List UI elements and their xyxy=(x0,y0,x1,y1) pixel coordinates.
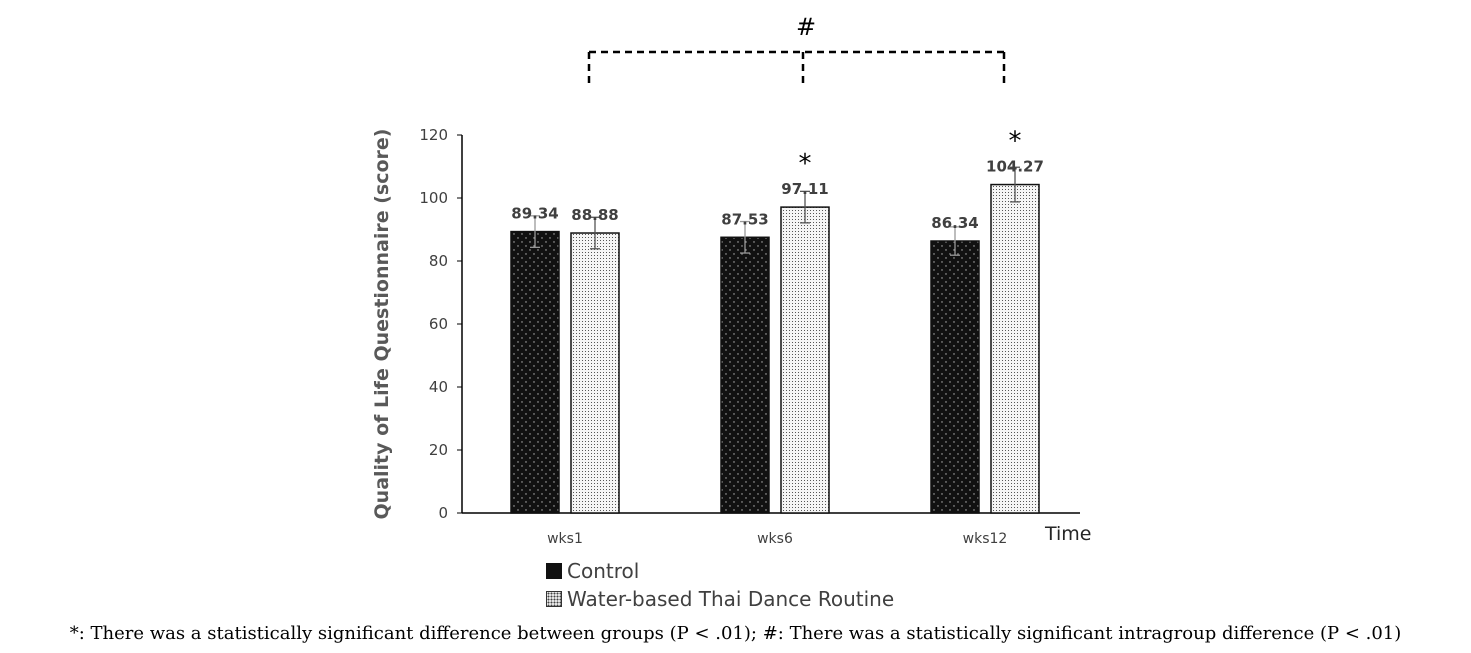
y-tick-label: 40 xyxy=(429,378,448,396)
legend-item-control: Control xyxy=(546,557,894,585)
significance-star: * xyxy=(1009,127,1022,157)
axes: 0 20 40 60 80 100 120 Quality of Life Questionn… xyxy=(371,126,1092,547)
y-tick-label: 0 xyxy=(438,504,448,522)
footnote: *: There was a statistically significant… xyxy=(69,623,1402,644)
y-tick-label: 120 xyxy=(419,126,448,144)
y-tick-label: 20 xyxy=(429,441,448,459)
legend-swatch-water xyxy=(546,591,562,607)
y-tick-label: 100 xyxy=(419,189,448,207)
data-label: 104.27 xyxy=(986,158,1044,176)
x-tick-label: wks6 xyxy=(757,531,793,547)
legend-label-water: Water-based Thai Dance Routine xyxy=(567,587,895,611)
bar-control-wks1 xyxy=(510,230,560,514)
x-tick-label: wks1 xyxy=(547,531,583,547)
legend-swatch-control xyxy=(546,563,562,579)
legend-label-control: Control xyxy=(567,559,640,583)
significance-star: * xyxy=(799,149,812,179)
data-label: 97.11 xyxy=(781,180,828,198)
y-axis-title: Quality of Life Questionnaire (score) xyxy=(371,129,393,520)
x-axis-title: Time xyxy=(1044,523,1092,545)
bar-water-wks6 xyxy=(780,206,830,514)
legend: Control Water-based Thai Dance Routine xyxy=(546,557,894,613)
y-tick-label: 80 xyxy=(429,252,448,270)
legend-item-water: Water-based Thai Dance Routine xyxy=(546,585,894,613)
bar-control-wks6 xyxy=(720,236,770,514)
x-tick-label: wks12 xyxy=(963,531,1008,547)
data-label: 86.34 xyxy=(931,214,978,232)
bar-control-wks12 xyxy=(930,240,980,514)
data-label: 88.88 xyxy=(571,206,618,224)
bars-group: 89.34 88.88 87.53 97.11 86.34 104.27 xyxy=(510,158,1044,514)
bar-chart: 0 20 40 60 80 100 120 Quality of Life Questionn… xyxy=(371,13,1092,547)
bar-water-wks1 xyxy=(570,232,620,514)
data-label: 89.34 xyxy=(511,205,558,223)
y-tick-label: 60 xyxy=(429,315,448,333)
data-label: 87.53 xyxy=(721,210,768,228)
bar-water-wks12 xyxy=(990,183,1040,514)
significance-annotations: * * # xyxy=(587,13,1022,179)
intragroup-hash: # xyxy=(796,13,816,41)
